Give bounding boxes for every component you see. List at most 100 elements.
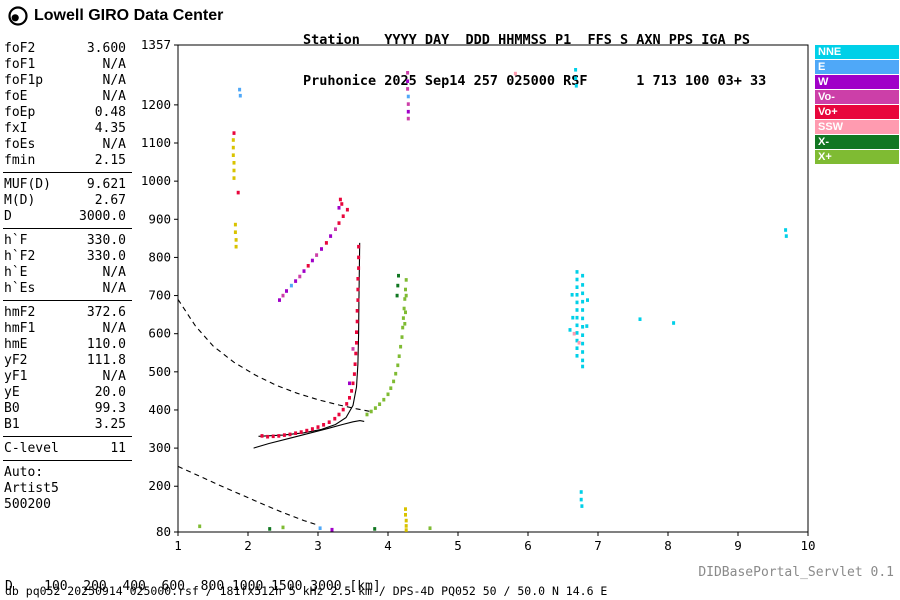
station-header-values: Pruhonice 2025 Sep14 257 025000 RSF 1 71…	[303, 72, 767, 89]
param-row: foE N/A	[3, 89, 132, 105]
svg-text:1: 1	[174, 538, 182, 553]
param-value: N/A	[102, 281, 126, 296]
param-panel: foF2 3.600 foF1 N/A foF1p N/A foE N/A foEp 0.48 fx…	[3, 41, 132, 513]
svg-text:9: 9	[734, 538, 742, 553]
svg-text:300: 300	[148, 440, 171, 455]
param-label: M(D)	[4, 193, 36, 208]
param-divider	[3, 436, 132, 437]
logo-text: Lowell GIRO Data Center	[34, 7, 224, 24]
param-value: 0.48	[94, 105, 126, 120]
dmuf-table: D 100 200 400 600 800 1000 1500 3000 [km…	[5, 552, 389, 600]
fitted-trace	[258, 242, 361, 437]
param-label: h`F2	[4, 249, 36, 264]
param-row: yF1 N/A	[3, 369, 132, 385]
echo-points	[198, 68, 788, 532]
svg-text:900: 900	[148, 211, 171, 226]
param-row: h`F 330.0	[3, 233, 132, 249]
ionogram-plot: 1 2 3 4 5 6 7 8 9 10 80 200 300 400 500 600 700 800 900 100…	[141, 38, 816, 553]
svg-text:3: 3	[314, 538, 322, 553]
svg-text:80: 80	[156, 524, 171, 539]
param-value: 11	[110, 441, 126, 456]
legend-item-vo: Vo-	[815, 90, 899, 104]
param-row: M(D) 2.67	[3, 193, 132, 209]
param-row: B1 3.25	[3, 417, 132, 433]
param-label: C-level	[4, 441, 59, 456]
param-label: h`F	[4, 233, 28, 248]
param-label: B1	[4, 417, 20, 432]
true-height-profile	[253, 420, 365, 449]
autoscaling-info-row: Auto:	[4, 465, 44, 480]
svg-text:1100: 1100	[141, 135, 171, 150]
param-label: h`Es	[4, 281, 36, 296]
param-value: N/A	[102, 89, 126, 104]
servlet-version: DIDBasePortal_Servlet 0.1	[698, 565, 894, 580]
svg-text:600: 600	[148, 326, 171, 341]
svg-text:5: 5	[454, 538, 462, 553]
param-label: foE	[4, 89, 28, 104]
svg-text:4: 4	[384, 538, 392, 553]
param-row: MUF(D) 9.621	[3, 177, 132, 193]
param-label: hmF1	[4, 321, 36, 336]
param-value: N/A	[102, 265, 126, 280]
svg-text:500: 500	[148, 364, 171, 379]
param-row: hmF2 372.6	[3, 305, 132, 321]
param-value: 9.621	[86, 177, 126, 192]
autoscaling-info-row: Artist5	[4, 481, 59, 496]
legend-item-nne: NNE	[815, 45, 899, 59]
param-value: 3.600	[86, 41, 126, 56]
param-value: 99.3	[94, 401, 126, 416]
param-label: foF1	[4, 57, 36, 72]
param-value: 2.67	[94, 193, 126, 208]
svg-text:700: 700	[148, 288, 171, 303]
param-label: B0	[4, 401, 20, 416]
param-value: 111.8	[86, 353, 126, 368]
param-value: N/A	[102, 57, 126, 72]
d-row: D 100 200 400 600 800 1000 1500 3000 [km…	[5, 579, 381, 594]
param-value: 3.25	[94, 417, 126, 432]
param-label: fmin	[4, 153, 36, 168]
param-label: yE	[4, 385, 20, 400]
param-row: B0 99.3	[3, 401, 132, 417]
param-value: 2.15	[94, 153, 126, 168]
param-value: 330.0	[86, 249, 126, 264]
giro-logo-icon	[8, 6, 28, 26]
logo: Lowell GIRO Data Center	[7, 5, 223, 27]
param-label: D	[4, 209, 12, 224]
svg-text:2: 2	[244, 538, 252, 553]
param-value: N/A	[102, 73, 126, 88]
legend-item-vo: Vo+	[815, 105, 899, 119]
param-row: h`F2 330.0	[3, 249, 132, 265]
plot-border	[177, 44, 809, 533]
param-value: N/A	[102, 137, 126, 152]
param-label: MUF(D)	[4, 177, 51, 192]
param-row: hmF1 N/A	[3, 321, 132, 337]
param-value: 110.0	[86, 337, 126, 352]
param-row: D 3000.0	[3, 209, 132, 225]
param-value: N/A	[102, 321, 126, 336]
param-value: N/A	[102, 369, 126, 384]
param-row: foF2 3.600	[3, 41, 132, 57]
extrapolated-virtual-height	[177, 299, 371, 413]
legend: NNE E W Vo- Vo+ SSW X- X+	[815, 45, 899, 165]
legend-item-x: X-	[815, 135, 899, 149]
param-divider	[3, 460, 132, 461]
param-divider	[3, 300, 132, 301]
param-value: 3000.0	[79, 209, 126, 224]
param-row: foF1 N/A	[3, 57, 132, 73]
param-value: 20.0	[94, 385, 126, 400]
param-label: fxI	[4, 121, 28, 136]
param-label: foF1p	[4, 73, 44, 88]
svg-text:10: 10	[800, 538, 815, 553]
param-label: foEs	[4, 137, 36, 152]
param-row: C-level 11	[3, 441, 132, 457]
station-header-labels: Station YYYY DAY DDD HHMMSS P1 FFS S AXN…	[303, 32, 751, 48]
extrapolated-bottom-profile	[177, 465, 319, 526]
param-label: yF1	[4, 369, 28, 384]
param-value: 330.0	[86, 233, 126, 248]
param-label: yF2	[4, 353, 28, 368]
param-value: 4.35	[94, 121, 126, 136]
param-divider	[3, 172, 132, 173]
autoscaling-info-row: 500200	[4, 497, 51, 512]
param-divider	[3, 228, 132, 229]
